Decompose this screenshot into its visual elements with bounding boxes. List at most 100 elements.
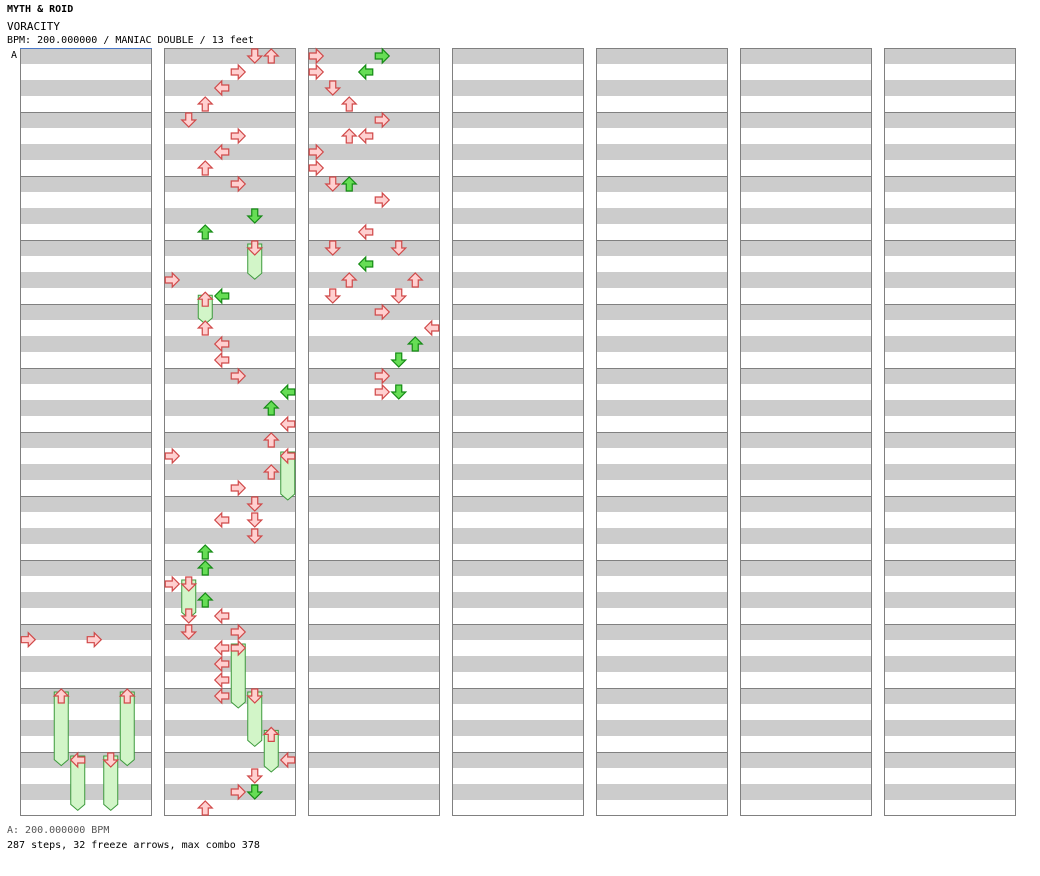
stripe [452,432,584,448]
stripe [884,416,1016,432]
stripe [596,640,728,656]
stripe [164,768,296,784]
stripe [452,656,584,672]
stripe [164,352,296,368]
stripe [164,384,296,400]
stripe [884,784,1016,800]
stripe [20,656,152,672]
stripe [20,160,152,176]
stripe [596,208,728,224]
stripe [308,160,440,176]
stripe [308,752,440,768]
stripe [596,560,728,576]
stripe [20,240,152,256]
stripe [164,448,296,464]
stripe [740,448,872,464]
stripe [164,560,296,576]
stripe [884,560,1016,576]
stripe [452,208,584,224]
stripe [596,528,728,544]
stripe [308,208,440,224]
stripe [596,576,728,592]
stripe [884,288,1016,304]
stripe [740,288,872,304]
stripe [740,272,872,288]
stripe [884,96,1016,112]
stripe [740,416,872,432]
stripe [164,176,296,192]
measure-grid [20,48,1016,816]
stripe [740,384,872,400]
stripe [452,480,584,496]
stripe [452,800,584,816]
stripe [740,752,872,768]
stripe [452,64,584,80]
stripe [452,176,584,192]
stripe [884,320,1016,336]
stripe [164,64,296,80]
stripe [308,672,440,688]
stripe [596,112,728,128]
stripe [596,448,728,464]
stripe [164,784,296,800]
stripe [740,624,872,640]
stripe [884,448,1016,464]
stripe [164,368,296,384]
stripe [740,240,872,256]
stripe [596,432,728,448]
stripe [164,656,296,672]
stripe [452,720,584,736]
stripe [740,224,872,240]
stripe [452,624,584,640]
stripe [884,64,1016,80]
stripe [740,144,872,160]
stripe [164,96,296,112]
stripe [884,480,1016,496]
stripe [740,704,872,720]
stripe [452,400,584,416]
stripe [308,512,440,528]
stripe [20,528,152,544]
stripe [884,640,1016,656]
stripe [164,160,296,176]
stripe [20,512,152,528]
stripe [20,448,152,464]
stripe [884,528,1016,544]
stripe [164,672,296,688]
stripe [740,496,872,512]
stripe [740,480,872,496]
stripe [740,192,872,208]
stripe [164,208,296,224]
stripe [164,704,296,720]
stripe [596,512,728,528]
stripe [164,336,296,352]
stripe [164,192,296,208]
stripe [740,560,872,576]
stripe [596,464,728,480]
stripe [308,640,440,656]
stripe [308,256,440,272]
stripe [596,144,728,160]
stripe [164,80,296,96]
stripe [452,608,584,624]
stripe [308,464,440,480]
stripe [884,224,1016,240]
stripe [20,336,152,352]
stripe [740,176,872,192]
stripe [20,480,152,496]
stripe [20,352,152,368]
stripe [596,96,728,112]
stripe [308,112,440,128]
stripe [164,496,296,512]
stripe [308,624,440,640]
stripe [20,48,152,64]
stripe [308,448,440,464]
stripe [20,672,152,688]
stripe [884,128,1016,144]
stripe [884,768,1016,784]
stripe [164,224,296,240]
stripe [452,768,584,784]
stripe [308,688,440,704]
stripe [596,336,728,352]
stripe [884,160,1016,176]
